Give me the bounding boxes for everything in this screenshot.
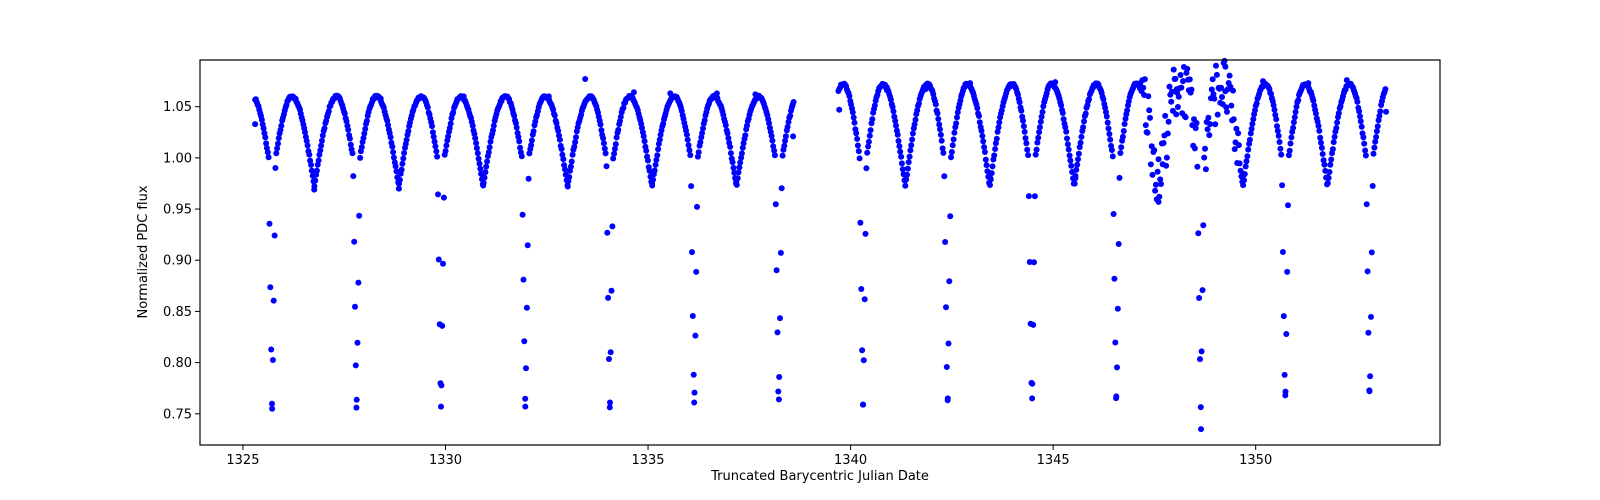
x-tick-label: 1340	[834, 453, 867, 468]
y-tick-label: 0.80	[163, 356, 192, 371]
x-tick-label: 1330	[429, 453, 462, 468]
x-axis-label: Truncated Barycentric Julian Date	[710, 469, 929, 484]
y-tick-label: 0.85	[163, 305, 192, 320]
y-tick-label: 0.95	[163, 203, 192, 218]
y-axis-label: Normalized PDC flux	[136, 185, 151, 318]
y-tick-label: 0.75	[163, 407, 192, 422]
y-axis-ticks: 0.75 0.80 0.85 0.90 0.95 1.00 1.05	[163, 100, 200, 422]
axes-frame	[199, 59, 1441, 446]
data-points	[252, 57, 1390, 433]
x-tick-label: 1345	[1037, 453, 1070, 468]
y-tick-label: 1.05	[163, 100, 192, 115]
x-tick-label: 1335	[631, 453, 664, 468]
y-tick-label: 1.00	[163, 151, 192, 166]
y-tick-label: 0.90	[163, 254, 192, 269]
x-tick-label: 1350	[1239, 453, 1272, 468]
x-tick-label: 1325	[226, 453, 259, 468]
x-axis-ticks: 1325 1330 1335 1340 1345 1350	[226, 445, 1272, 468]
